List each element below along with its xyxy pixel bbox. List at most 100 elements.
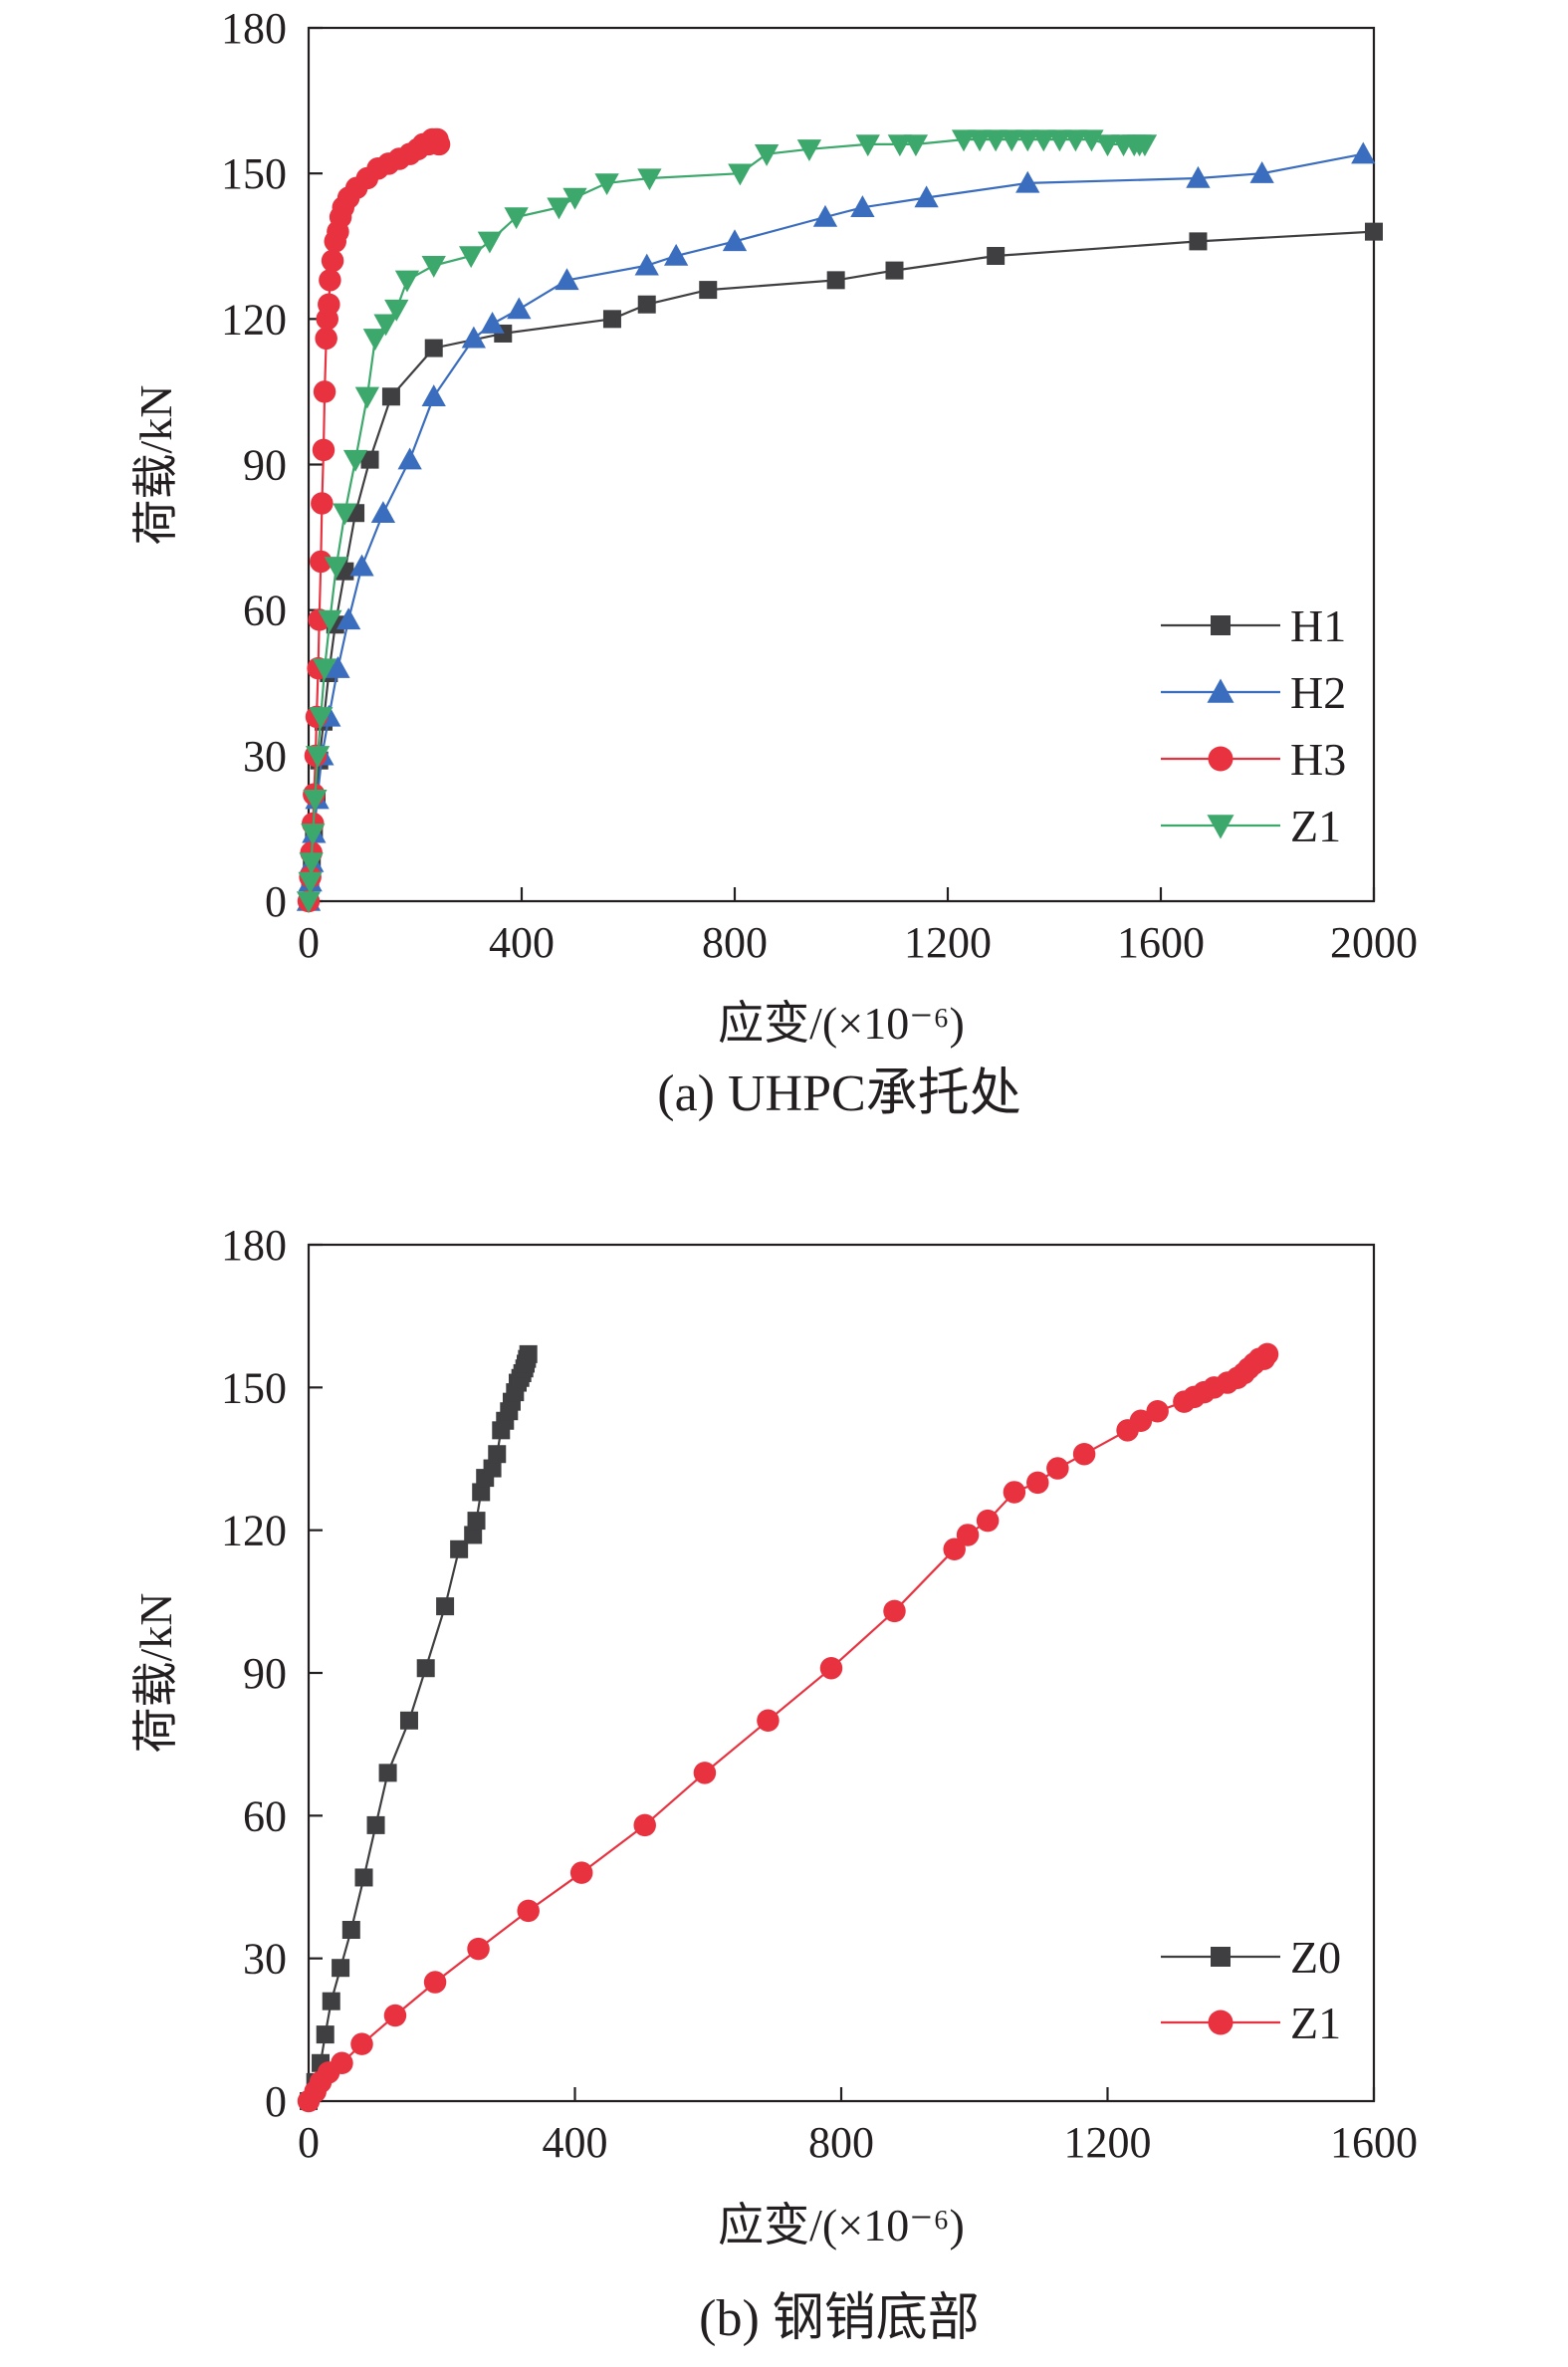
data-point-z1	[305, 746, 331, 768]
data-point-h2	[1249, 161, 1274, 183]
legend-label-z1: Z1	[1290, 1998, 1341, 2048]
x-axis-ticks: 0 400 800 1200 1600 2000	[298, 887, 1418, 967]
y-tick-label: 30	[243, 732, 287, 781]
data-point-z1	[298, 871, 323, 894]
legend-marker	[1208, 746, 1233, 772]
y-axis-ticks: 0 30 60 90 120 150 180	[221, 1221, 323, 2126]
data-point-z1	[1129, 1409, 1153, 1433]
data-point-z0	[354, 1868, 373, 1887]
plot-frame	[307, 26, 1376, 903]
data-point-z1	[467, 1937, 490, 1961]
legend-label-h1: H1	[1290, 600, 1346, 651]
y-tick-label: 90	[243, 441, 287, 490]
data-point-h2	[1186, 165, 1211, 188]
series-line-z1	[308, 1353, 1268, 2102]
data-point-h1	[826, 271, 845, 290]
data-point-h1	[381, 387, 400, 406]
data-point-z1	[421, 256, 446, 278]
data-point-h2	[326, 655, 350, 678]
data-point-z1	[354, 386, 379, 409]
legend-marker	[1207, 815, 1234, 839]
data-point-h3	[427, 132, 451, 156]
data-point-z1	[562, 187, 587, 210]
data-point-h2	[349, 554, 374, 577]
y-axis-ticks: 0 30 60 90 120 150 180	[221, 4, 323, 926]
chart-caption: (a) UHPC承托处	[657, 1065, 1020, 1122]
data-point-z0	[399, 1711, 418, 1730]
data-point-z0	[464, 1526, 483, 1544]
data-point-h1	[424, 339, 443, 357]
data-point-z1	[309, 707, 334, 730]
legend: H1 H2 H3 Z1	[1161, 600, 1346, 851]
data-point-h2	[555, 268, 579, 291]
x-tick-label: 0	[298, 2118, 320, 2167]
data-point-h1	[987, 246, 1006, 265]
data-point-h1	[602, 310, 621, 329]
data-point-z1	[333, 503, 357, 526]
data-point-z1	[394, 270, 420, 293]
data-point-z1	[1132, 134, 1158, 157]
data-point-z1	[1015, 129, 1040, 152]
legend-label-z1: Z1	[1290, 801, 1341, 851]
data-point-z0	[467, 1512, 486, 1531]
legend-marker	[1211, 615, 1231, 635]
y-axis-label: 荷载/kN	[130, 385, 181, 546]
data-point-h3	[315, 327, 337, 351]
data-point-h1	[699, 281, 718, 300]
data-point-z1	[1146, 1399, 1169, 1423]
series-line-h2	[307, 152, 1364, 902]
series-z1	[297, 1342, 1279, 2113]
data-point-h3	[310, 550, 333, 574]
data-point-z1	[517, 1899, 540, 1923]
x-tick-label: 400	[489, 918, 555, 967]
data-point-h2	[664, 243, 689, 266]
data-point-h2	[336, 607, 361, 630]
data-point-h2	[914, 185, 939, 208]
data-point-z1	[296, 891, 322, 914]
x-tick-label: 1600	[1330, 2118, 1418, 2167]
data-point-z1	[373, 314, 398, 337]
data-point-z0	[519, 1344, 538, 1363]
data-point-z0	[416, 1659, 435, 1678]
y-tick-label: 60	[243, 1791, 287, 1840]
data-point-z1	[1046, 1457, 1069, 1480]
data-point-z1	[887, 134, 912, 157]
data-point-h2	[370, 501, 396, 523]
y-tick-label: 60	[243, 587, 287, 635]
data-point-z0	[450, 1539, 469, 1558]
data-point-z1	[303, 789, 328, 812]
data-point-z0	[366, 1815, 385, 1834]
x-axis-ticks: 0 400 800 1200 1600	[298, 2087, 1418, 2167]
legend-marker	[1211, 1947, 1231, 1967]
data-point-z1	[569, 1861, 593, 1884]
legend-label-z0: Z0	[1290, 1932, 1341, 1983]
data-point-z1	[693, 1762, 717, 1784]
y-tick-label: 180	[221, 4, 287, 53]
data-point-h2	[634, 253, 659, 276]
legend-marker	[1208, 2010, 1233, 2035]
data-point-z1	[312, 658, 337, 681]
data-point-z1	[477, 231, 503, 254]
data-point-z1	[1072, 1442, 1096, 1466]
data-point-z1	[1003, 1481, 1026, 1504]
data-point-z1	[504, 207, 529, 230]
data-point-z1	[819, 1656, 843, 1680]
data-point-h3	[318, 293, 340, 316]
data-point-z1	[951, 129, 977, 152]
x-tick-label: 2000	[1330, 918, 1418, 967]
legend-marker	[1207, 678, 1234, 703]
data-point-z1	[594, 173, 619, 196]
x-tick-label: 1600	[1117, 918, 1205, 967]
series-layer	[296, 127, 1383, 914]
y-tick-label: 0	[265, 2077, 287, 2126]
x-tick-label: 400	[543, 2118, 608, 2167]
data-point-z1	[883, 1599, 906, 1623]
data-point-z1	[967, 129, 993, 152]
y-tick-label: 180	[221, 1221, 287, 1270]
data-point-z1	[984, 129, 1008, 152]
data-point-h1	[637, 295, 656, 314]
y-tick-label: 120	[221, 1507, 287, 1555]
